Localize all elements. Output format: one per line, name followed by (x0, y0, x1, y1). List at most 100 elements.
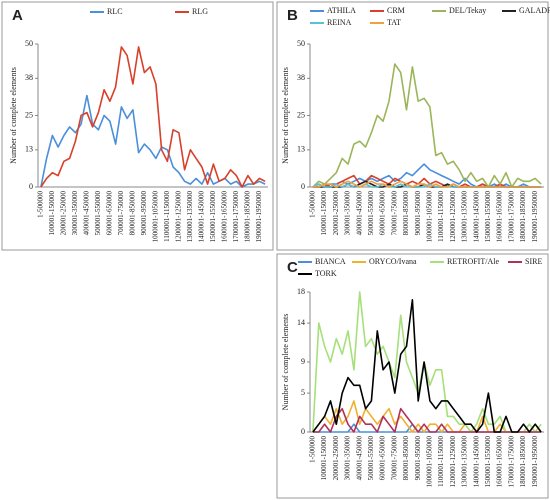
x-tick-label: 300001-350000 (344, 191, 352, 236)
x-tick-label: 1800001-1850000 (519, 191, 527, 243)
panel-label: A (12, 7, 23, 24)
series-line (312, 180, 542, 188)
panel-frame (276, 1, 549, 251)
x-tick-label: 1600001-1650000 (496, 191, 504, 243)
x-tick-label: 1-500000 (309, 191, 317, 218)
y-axis-title: Number of complete elements (281, 67, 290, 164)
x-tick-label: 300001-350000 (71, 191, 79, 236)
legend-label: REINA (327, 18, 352, 27)
panel-frame (1, 1, 274, 251)
x-tick-label: 1300001-1350000 (186, 191, 194, 243)
x-tick-label: 1600001-1650000 (496, 436, 504, 488)
x-tick-label: 1900001-1950000 (531, 191, 539, 243)
x-tick-label: 400001-450000 (82, 191, 90, 236)
y-tick-label: 25 (25, 110, 33, 119)
x-tick-label: 1700001-1750000 (232, 191, 240, 243)
x-tick-label: 800001-850000 (402, 436, 410, 481)
x-tick-label: 1000001-1050000 (426, 191, 434, 243)
y-tick-label: 0 (29, 182, 33, 191)
x-tick-label: 1400001-1450000 (472, 436, 480, 488)
y-tick-label: 0 (301, 427, 305, 436)
y-tick-label: 9 (301, 357, 305, 366)
x-tick-label: 100001-150000 (320, 191, 328, 236)
x-tick-label: 1700001-1750000 (507, 191, 515, 243)
x-tick-label: 600001-650000 (105, 191, 113, 236)
series-line (312, 299, 542, 433)
x-tick-label: 1500001-1550000 (484, 191, 492, 243)
x-tick-label: 1000001-1050000 (426, 436, 434, 488)
x-tick-label: 500001-550000 (367, 191, 375, 236)
x-tick-label: 1000001-1050000 (151, 191, 159, 243)
x-tick-label: 500001-550000 (367, 436, 375, 481)
x-tick-label: 1-500000 (36, 191, 44, 218)
x-tick-label: 1200001-1250000 (449, 436, 457, 488)
x-tick-label: 1900001-1950000 (531, 436, 539, 488)
x-tick-label: 100001-150000 (320, 436, 328, 481)
series-line (40, 94, 266, 188)
legend-label: CRM (387, 6, 405, 15)
x-tick-label: 600001-650000 (379, 436, 387, 481)
x-tick-label: 1100001-1150000 (163, 191, 171, 242)
y-tick-label: 38 (297, 73, 305, 82)
x-tick-label: 1900001-1950000 (255, 191, 263, 243)
legend-label: BIANCA (315, 257, 346, 266)
series-line (312, 407, 542, 433)
y-tick-label: 13 (297, 145, 305, 154)
x-tick-label: 1200001-1250000 (449, 191, 457, 243)
x-tick-label: 600001-650000 (379, 191, 387, 236)
legend-label: RLG (192, 7, 208, 16)
y-tick-label: 38 (25, 73, 33, 82)
x-tick-label: 900001-950000 (414, 436, 422, 481)
legend-label: ORYCO/Ivana (369, 257, 417, 266)
y-tick-label: 5 (301, 388, 305, 397)
x-tick-label: 1800001-1850000 (519, 436, 527, 488)
x-tick-label: 1800001-1850000 (243, 191, 251, 243)
x-tick-label: 1200001-1250000 (174, 191, 182, 243)
legend-label: ATHILA (327, 6, 356, 15)
y-axis-title: Number of complete elements (9, 67, 18, 164)
panel-frame (276, 253, 549, 499)
y-tick-label: 14 (297, 318, 305, 327)
legend-label: SIRE (525, 257, 542, 266)
x-tick-label: 400001-450000 (355, 191, 363, 236)
x-tick-label: 500001-550000 (94, 191, 102, 236)
x-tick-label: 1500001-1550000 (209, 191, 217, 243)
x-tick-label: 700001-750000 (390, 191, 398, 236)
x-tick-label: 1300001-1350000 (461, 191, 469, 243)
x-tick-label: 300001-350000 (344, 436, 352, 481)
x-tick-label: 800001-850000 (128, 191, 136, 236)
x-tick-label: 100001-150000 (48, 191, 56, 236)
x-tick-label: 1400001-1450000 (472, 191, 480, 243)
x-tick-label: 700001-750000 (117, 191, 125, 236)
y-tick-label: 25 (297, 110, 305, 119)
x-tick-label: 200001-250000 (332, 191, 340, 236)
series-line (312, 291, 542, 433)
x-tick-label: 1500001-1550000 (484, 436, 492, 488)
panel-label: C (287, 259, 298, 276)
x-tick-label: 900001-950000 (414, 191, 422, 236)
x-tick-label: 1-500000 (309, 436, 317, 463)
y-tick-label: 50 (25, 39, 33, 48)
legend-label: RETROFIT/Ale (447, 257, 499, 266)
panel-label: B (287, 7, 298, 24)
x-tick-label: 1300001-1350000 (461, 436, 469, 488)
x-tick-label: 400001-450000 (355, 436, 363, 481)
x-tick-label: 200001-250000 (59, 191, 67, 236)
x-tick-label: 900001-950000 (140, 191, 148, 236)
legend-label: RLC (107, 7, 123, 16)
y-tick-label: 18 (297, 287, 305, 296)
series-line (312, 174, 542, 188)
x-tick-label: 1400001-1450000 (197, 191, 205, 243)
x-tick-label: 700001-750000 (390, 436, 398, 481)
y-tick-label: 0 (301, 182, 305, 191)
series-line (40, 46, 266, 188)
y-axis-title: Number of complete elements (281, 314, 290, 411)
legend-label: TORK (315, 269, 337, 278)
x-tick-label: 800001-850000 (402, 191, 410, 236)
y-tick-label: 13 (25, 145, 33, 154)
x-tick-label: 1100001-1150000 (437, 436, 445, 487)
series-line (312, 63, 542, 188)
legend-label: TAT (387, 18, 401, 27)
x-tick-label: 1700001-1750000 (507, 436, 515, 488)
